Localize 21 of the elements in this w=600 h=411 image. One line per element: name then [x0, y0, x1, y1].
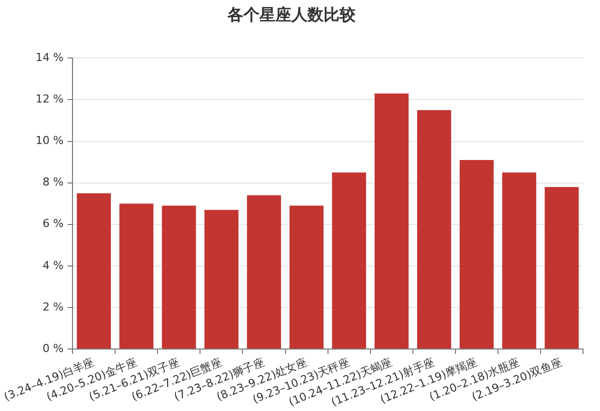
bar: [332, 172, 366, 348]
bar: [374, 94, 409, 348]
bar: [290, 206, 324, 348]
bar: [76, 193, 111, 348]
chart-title: 各个星座人数比较: [226, 4, 356, 24]
bar: [162, 206, 196, 348]
bar: [246, 195, 282, 348]
y-tick-label: 0 %: [42, 342, 64, 355]
y-tick-label: 12 %: [36, 92, 64, 106]
bar: [544, 186, 579, 348]
bar: [417, 110, 452, 348]
y-tick-label: 8 %: [42, 176, 64, 189]
bar: [119, 204, 154, 348]
y-tick-label: 2 %: [42, 300, 64, 314]
y-tick-label: 4 %: [42, 258, 64, 272]
bar: [204, 210, 238, 348]
bar: [502, 172, 536, 348]
y-tick-label: 14 %: [36, 51, 64, 64]
y-tick-label: 10 %: [36, 134, 64, 148]
y-tick-label: 6 %: [42, 217, 64, 230]
bar: [460, 160, 494, 348]
